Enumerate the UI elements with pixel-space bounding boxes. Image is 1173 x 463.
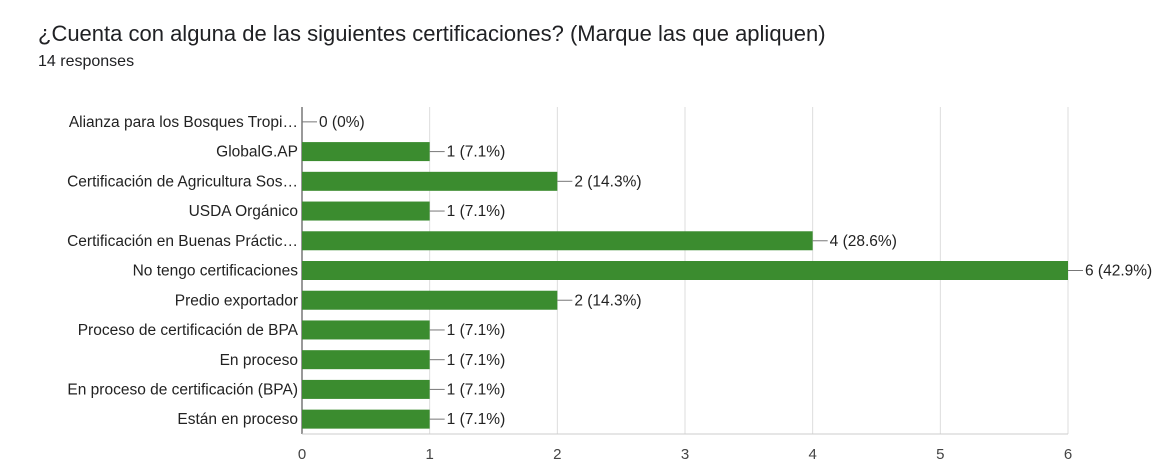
bar xyxy=(302,142,430,162)
bar xyxy=(302,261,1068,280)
value-label: 4 (28.6%) xyxy=(830,233,897,250)
bar xyxy=(302,231,813,251)
y-tick-label: Predio exportador xyxy=(175,292,298,309)
x-tick-label: 1 xyxy=(425,446,433,463)
value-label: 1 (7.1%) xyxy=(447,322,506,339)
chart-title: ¿Cuenta con alguna de las siguientes cer… xyxy=(38,21,826,46)
bar xyxy=(302,171,558,191)
value-label: 1 (7.1%) xyxy=(447,144,506,161)
value-label: 1 (7.1%) xyxy=(447,411,506,428)
bar xyxy=(302,409,430,429)
x-tick-label: 3 xyxy=(681,446,689,463)
y-tick-label: USDA Orgánico xyxy=(189,203,298,220)
x-tick-label: 2 xyxy=(553,446,561,463)
y-tick-label: Certificación en Buenas Práctic… xyxy=(67,233,298,250)
y-tick-label: GlobalG.AP xyxy=(216,144,298,161)
value-label: 2 (14.3%) xyxy=(574,173,641,190)
value-label: 2 (14.3%) xyxy=(574,292,641,309)
bar xyxy=(302,379,430,399)
y-tick-label: En proceso xyxy=(220,352,298,369)
bar xyxy=(302,350,430,370)
y-tick-label: Están en proceso xyxy=(177,411,298,428)
bar xyxy=(302,320,430,340)
x-tick-label: 5 xyxy=(936,446,944,463)
x-tick-label: 6 xyxy=(1064,446,1072,463)
value-label: 1 (7.1%) xyxy=(447,352,506,369)
y-tick-label: No tengo certificaciones xyxy=(133,263,299,280)
chart-subtitle: 14 responses xyxy=(38,53,134,70)
x-tick-label: 0 xyxy=(298,446,306,463)
y-tick-label: En proceso de certificación (BPA) xyxy=(67,382,298,399)
y-tick-label: Alianza para los Bosques Tropi… xyxy=(69,114,298,131)
y-tick-label: Proceso de certificación de BPA xyxy=(78,322,299,339)
value-label: 6 (42.9%) xyxy=(1085,263,1152,280)
bar xyxy=(302,201,430,221)
value-label: 0 (0%) xyxy=(319,114,365,131)
bar xyxy=(302,290,558,310)
value-label: 1 (7.1%) xyxy=(447,203,506,220)
value-label: 1 (7.1%) xyxy=(447,382,506,399)
y-tick-label: Certificación de Agricultura Sos… xyxy=(67,173,298,190)
x-tick-label: 4 xyxy=(808,446,816,463)
